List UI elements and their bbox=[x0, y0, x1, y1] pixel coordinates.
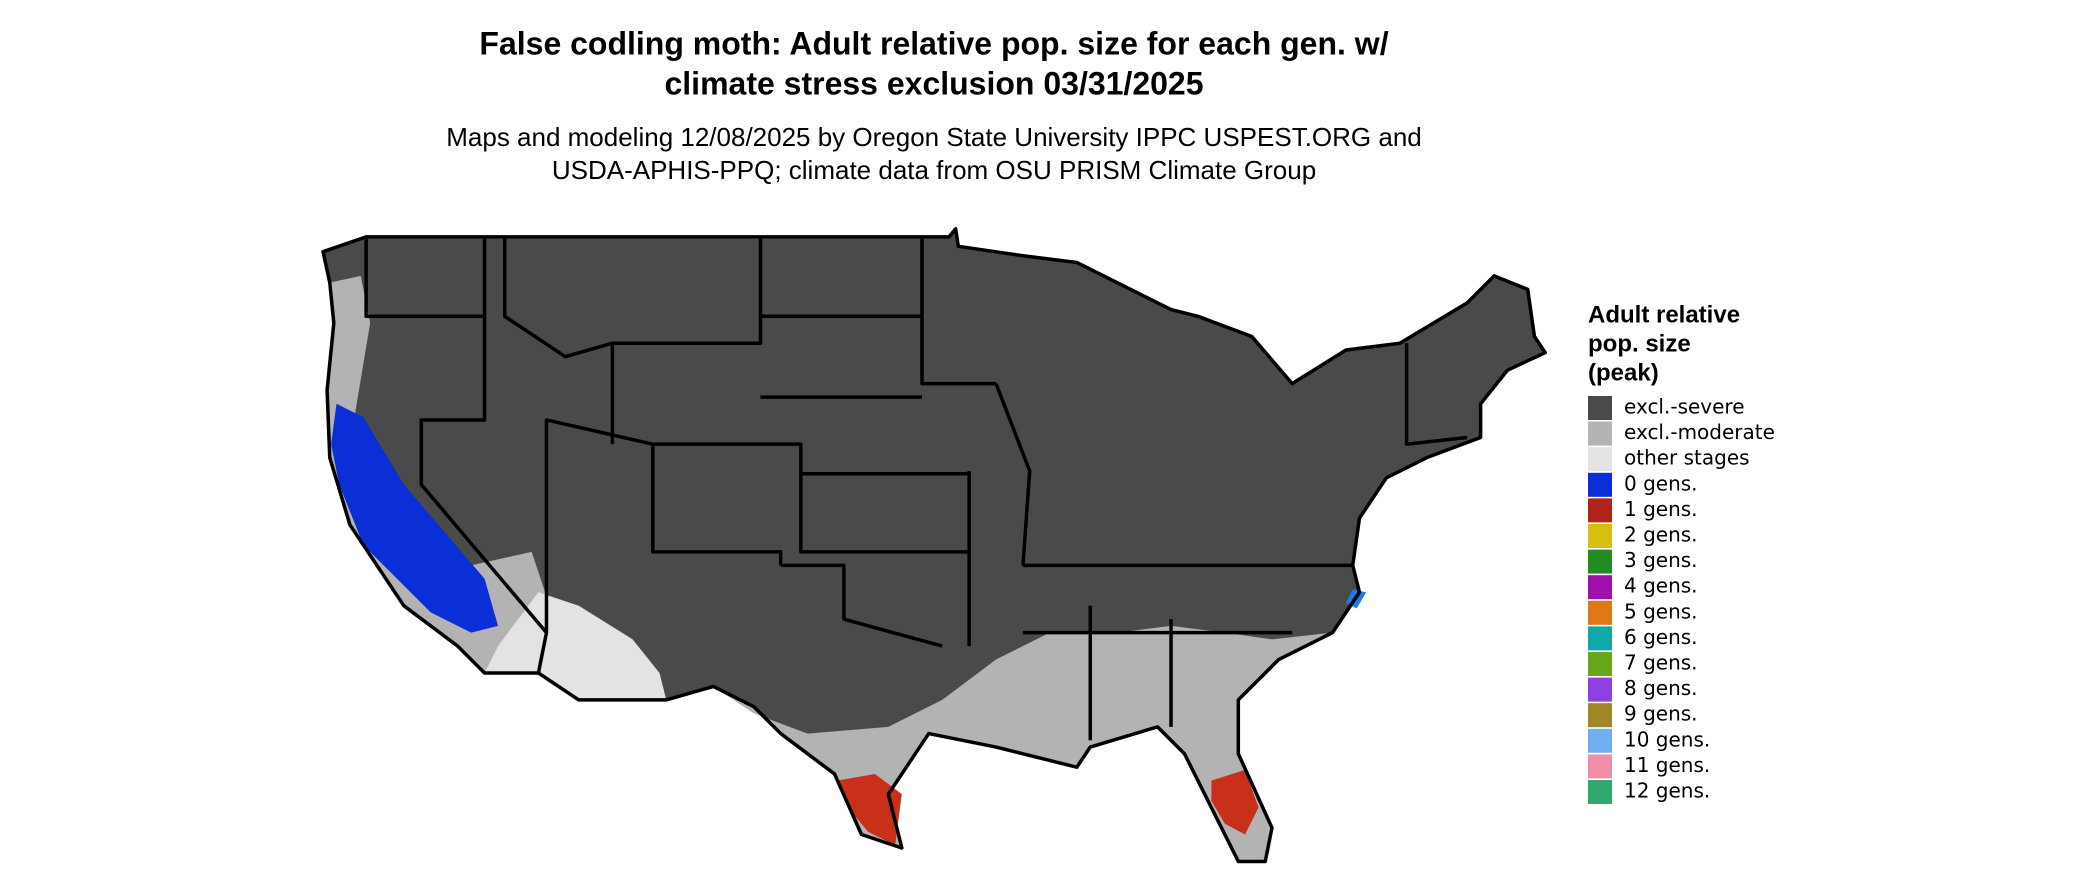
legend-label: other stages bbox=[1624, 446, 1750, 470]
legend-title: Adult relative bbox=[1588, 301, 1740, 328]
legend-swatch bbox=[1588, 626, 1612, 651]
legend-label: 1 gens. bbox=[1624, 497, 1698, 521]
legend-swatch bbox=[1588, 728, 1612, 753]
legend-swatch bbox=[1588, 600, 1612, 625]
legend-swatch bbox=[1588, 677, 1612, 702]
legend-label: 8 gens. bbox=[1624, 676, 1698, 700]
legend-label: 5 gens. bbox=[1624, 599, 1698, 623]
legend-swatch bbox=[1588, 421, 1612, 446]
legend-title: pop. size bbox=[1588, 330, 1691, 357]
legend-label: 9 gens. bbox=[1624, 702, 1698, 726]
legend-swatch bbox=[1588, 652, 1612, 676]
legend-swatch bbox=[1588, 472, 1612, 497]
title: False codling moth: Adult relative pop. … bbox=[479, 25, 1388, 61]
legend-label: excl.-moderate bbox=[1624, 420, 1775, 444]
legend-label: 4 gens. bbox=[1624, 574, 1698, 598]
legend-swatch bbox=[1588, 549, 1612, 574]
subtitle: Maps and modeling 12/08/2025 by Oregon S… bbox=[446, 122, 1422, 152]
legend-swatch bbox=[1588, 524, 1612, 548]
moderate-west bbox=[327, 275, 546, 673]
legend-swatch bbox=[1588, 754, 1612, 779]
legend-swatch bbox=[1588, 703, 1612, 728]
us-outline bbox=[321, 227, 1547, 864]
zero-gen-california bbox=[331, 403, 499, 633]
one-gen-florida bbox=[1211, 769, 1259, 835]
state-borders bbox=[364, 236, 1468, 741]
legend-swatch bbox=[1588, 575, 1612, 600]
legend-label: 6 gens. bbox=[1624, 625, 1698, 649]
legend-swatch bbox=[1588, 498, 1612, 523]
legend-swatch bbox=[1588, 780, 1612, 804]
map bbox=[321, 227, 1547, 864]
us-land bbox=[323, 228, 1546, 862]
legend-label: 7 gens. bbox=[1624, 651, 1698, 675]
legend-label: 3 gens. bbox=[1624, 548, 1698, 572]
legend-swatch bbox=[1588, 447, 1612, 472]
legend-title: (peak) bbox=[1588, 359, 1659, 386]
one-gen-texas bbox=[837, 773, 902, 846]
legend-label: excl.-severe bbox=[1624, 395, 1745, 419]
subtitle: USDA-APHIS-PPQ; climate data from OSU PR… bbox=[552, 155, 1316, 185]
title: climate stress exclusion 03/31/2025 bbox=[664, 65, 1203, 101]
legend-label: 12 gens. bbox=[1624, 779, 1710, 803]
legend-label: 10 gens. bbox=[1624, 727, 1710, 751]
legend-label: 2 gens. bbox=[1624, 523, 1698, 547]
legend-label: 11 gens. bbox=[1624, 753, 1710, 777]
legend-label: 0 gens. bbox=[1624, 471, 1698, 495]
legend-swatch bbox=[1588, 396, 1612, 420]
